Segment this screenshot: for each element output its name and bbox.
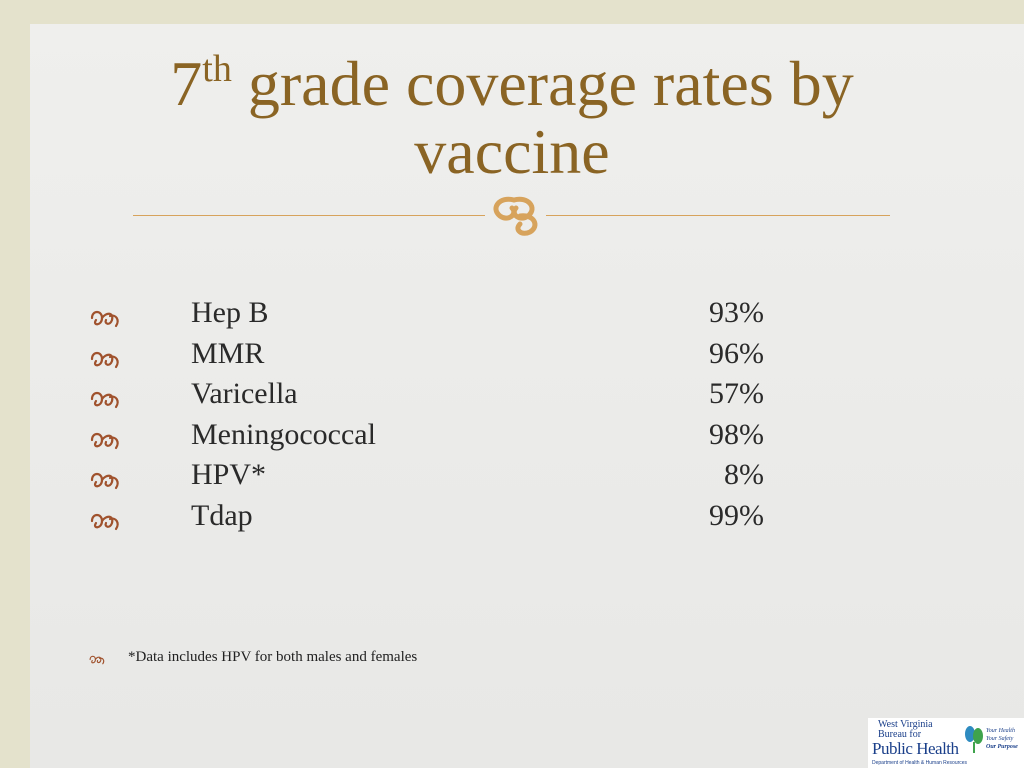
coverage-rate: 57% [709, 377, 764, 410]
bullet-swash-icon [88, 466, 122, 490]
logo-line-3: Public Health [872, 739, 959, 758]
bullet-swash-icon [88, 304, 122, 328]
coverage-rate: 93% [709, 296, 764, 329]
vaccine-row: HPV* 8% [88, 458, 788, 498]
footnote-text: *Data includes HPV for both males and fe… [128, 649, 418, 665]
ornament-swash-icon [493, 196, 538, 236]
title-divider-left [133, 215, 485, 216]
vaccine-name: Tdap [191, 498, 253, 532]
vaccine-row: MMR 96% [88, 337, 788, 377]
title-number: 7 [170, 48, 203, 119]
vaccine-name: HPV* [191, 458, 267, 491]
bullet-swash-icon [88, 385, 122, 409]
footnote-bullet-icon [89, 655, 105, 665]
coverage-rate: 8% [724, 458, 764, 491]
vaccine-row: Hep B 93% [88, 296, 788, 336]
logo-tagline-3: Our Purpose [986, 744, 1018, 750]
title-line-1-rest: grade coverage rates by [231, 48, 854, 119]
logo-line-1: West Virginia Bureau for [878, 719, 933, 740]
coverage-rate: 98% [709, 417, 764, 451]
coverage-rate: 99% [709, 498, 764, 532]
bullet-swash-icon [88, 426, 122, 450]
slide-title: 7th grade coverage rates by vaccine [30, 50, 994, 186]
leaf-figure-icon [965, 726, 983, 753]
vaccine-row: Tdap 99% [88, 499, 788, 539]
vaccine-name: Hep B [191, 296, 269, 329]
vaccine-row: Meningococcal 98% [88, 418, 788, 458]
title-divider-right [546, 215, 890, 216]
slide-background [30, 24, 1024, 768]
bullet-swash-icon [88, 507, 122, 531]
vaccine-row: Varicella 57% [88, 377, 788, 417]
title-line-2: vaccine [414, 116, 610, 187]
vaccine-name: Meningococcal [191, 417, 376, 451]
title-line-1: 7th grade coverage rates by [30, 50, 994, 118]
footnote: *Data includes HPV for both males and fe… [88, 648, 688, 670]
wv-public-health-logo: West Virginia Bureau for Public Health De… [868, 718, 1024, 768]
coverage-rate: 96% [709, 336, 764, 370]
vaccine-name: MMR [191, 336, 265, 370]
logo-department: Department of Health & Human Resources [872, 760, 968, 766]
vaccine-name: Varicella [191, 377, 298, 410]
title-superscript: th [202, 48, 232, 90]
logo-tagline-2: Your Safety [986, 736, 1014, 742]
bullet-swash-icon [88, 345, 122, 369]
logo-tagline-1: Your Health [986, 728, 1015, 734]
